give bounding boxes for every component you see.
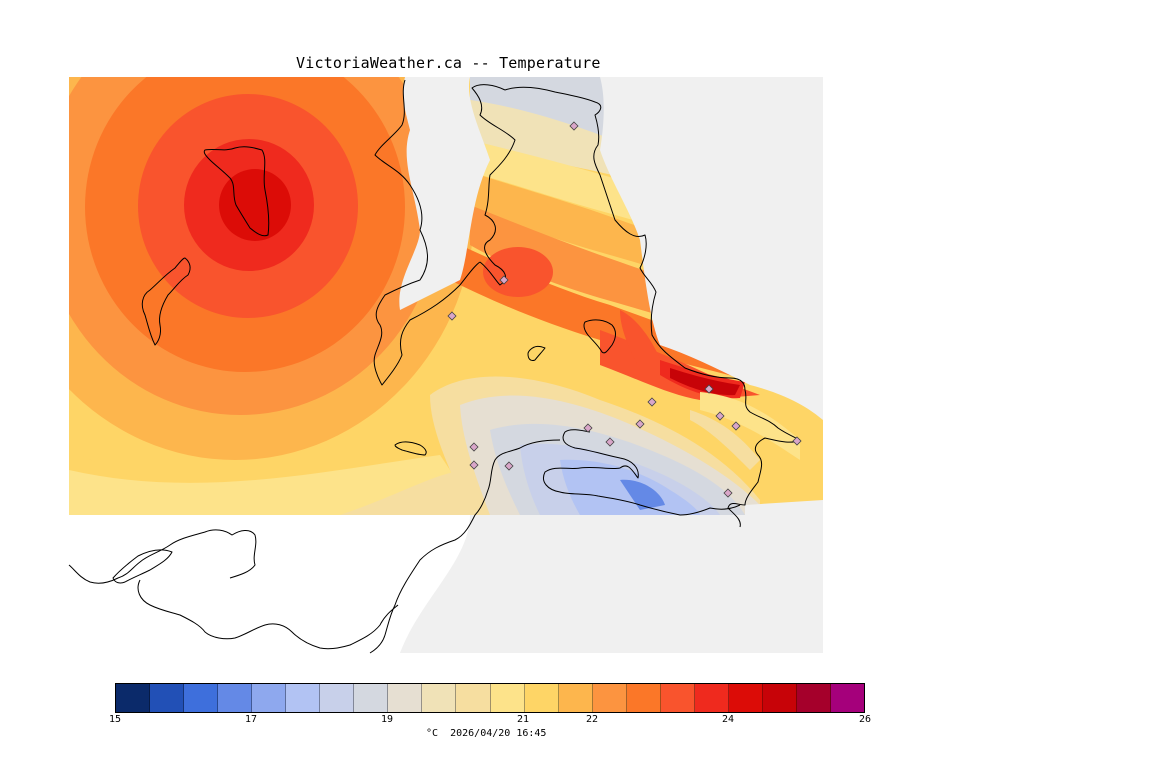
scale-tick-17: 17 [244, 714, 258, 725]
diamond-icon [605, 437, 615, 447]
coastline-victoria-south [727, 437, 801, 528]
units-label: °C [426, 728, 439, 739]
chart-title: VictoriaWeather.ca -- Temperature [296, 54, 601, 72]
color-swatch-3 [218, 684, 253, 712]
coastline-lake-peninsula [112, 549, 173, 584]
coastline-esquimalt [369, 439, 561, 654]
diamond-icon [704, 384, 714, 394]
coastline-sidney-island [527, 345, 546, 361]
coastline-victoria-harbour [543, 429, 741, 516]
color-swatch-10 [456, 684, 491, 712]
color-scale-bar [115, 683, 865, 713]
coastline-islet-west [394, 441, 427, 456]
diamond-icon [469, 442, 479, 452]
coastline-southwest [68, 529, 257, 584]
color-swatch-2 [184, 684, 219, 712]
color-swatch-21 [830, 684, 865, 712]
color-swatch-6 [320, 684, 355, 712]
color-scale: 15 17 19 21 22 24 26 [109, 683, 871, 725]
legend-footer: °C 2026/04/20 16:45 [426, 728, 546, 739]
diamond-icon [569, 121, 579, 131]
color-swatch-4 [252, 684, 287, 712]
color-swatch-5 [286, 684, 321, 712]
color-swatch-13 [558, 684, 593, 712]
diamond-icon [469, 460, 479, 470]
diamond-icon [499, 275, 509, 285]
scale-tick-21: 21 [516, 714, 530, 725]
timestamp-label: 2026/04/20 16:45 [450, 728, 547, 739]
scale-tick-26: 26 [858, 714, 872, 725]
coastline-james-island [583, 319, 616, 354]
color-swatch-20 [796, 684, 831, 712]
diamond-icon [647, 397, 657, 407]
scale-tick-19: 19 [380, 714, 394, 725]
color-swatch-7 [354, 684, 389, 712]
scale-tick-24: 24 [721, 714, 735, 725]
coastline-saltspring-island [203, 146, 270, 237]
coastline-saanich-west [471, 84, 516, 286]
color-swatch-17 [694, 684, 729, 712]
coastline-thetis-island [141, 257, 191, 346]
water-mask-southeast [400, 500, 823, 653]
coastlines [68, 79, 801, 654]
color-swatch-14 [592, 684, 627, 712]
color-swatch-19 [762, 684, 797, 712]
diamond-icon [731, 421, 741, 431]
water-mask-east [600, 77, 823, 420]
color-swatch-12 [524, 684, 559, 712]
diamond-icon [504, 461, 514, 471]
diamond-icon [792, 436, 802, 446]
scale-tick-22: 22 [585, 714, 599, 725]
color-swatch-18 [728, 684, 763, 712]
coastline-vancouver-island-east [373, 79, 481, 386]
diamond-icon [715, 411, 725, 421]
diamond-icon [583, 423, 593, 433]
no-data-region [69, 515, 470, 653]
coastline-saanich-north [504, 86, 801, 441]
color-swatch-9 [422, 684, 457, 712]
water-mask-north [399, 77, 490, 310]
color-swatch-16 [660, 684, 695, 712]
color-swatch-15 [626, 684, 661, 712]
diamond-icon [447, 311, 457, 321]
diamond-icon [723, 488, 733, 498]
scale-tick-15: 15 [108, 714, 122, 725]
contour-field [69, 77, 823, 515]
station-markers [447, 121, 802, 498]
color-swatch-1 [150, 684, 185, 712]
color-swatch-0 [116, 684, 151, 712]
color-swatch-8 [388, 684, 423, 712]
color-swatch-11 [490, 684, 525, 712]
coastline-south-shore [137, 579, 399, 650]
diamond-icon [635, 419, 645, 429]
